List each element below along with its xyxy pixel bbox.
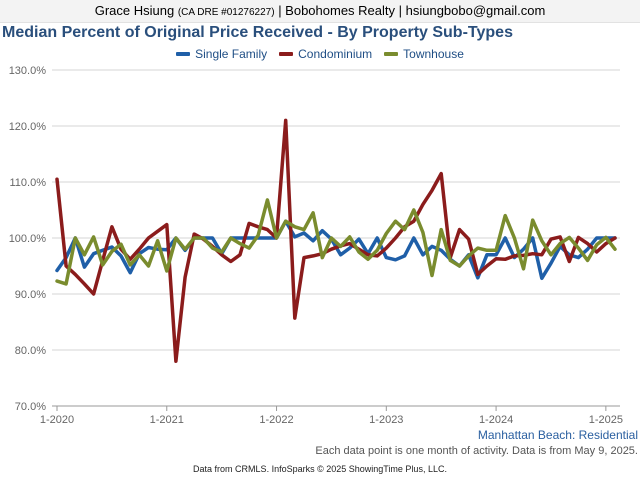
- legend-item-condominium[interactable]: Condominium: [279, 46, 372, 62]
- chart-title: Median Percent of Original Price Receive…: [2, 24, 513, 41]
- chart-legend: Single Family Condominium Townhouse: [0, 46, 640, 62]
- y-tick-label: 90.0%: [15, 289, 46, 301]
- legend-item-townhouse[interactable]: Townhouse: [384, 46, 464, 62]
- agent-contact: | Bobohomes Realty | hsiungbobo@gmail.co…: [278, 3, 546, 18]
- y-tick-label: 120.0%: [9, 121, 47, 133]
- location-label: Manhattan Beach: Residential: [477, 428, 638, 442]
- footer-credit: Data from CRMLS. InfoSparks © 2025 Showi…: [193, 464, 447, 474]
- x-tick-label: 1-2025: [589, 414, 623, 426]
- x-tick-label: 1-2020: [40, 414, 74, 426]
- agent-license: (CA DRE #01276227): [177, 7, 275, 18]
- legend-swatch-condominium: [279, 52, 294, 56]
- legend-item-single-family[interactable]: Single Family: [176, 46, 267, 62]
- legend-swatch-single-family: [176, 52, 191, 56]
- data-note: Each data point is one month of activity…: [315, 445, 638, 457]
- agent-name: Grace Hsiung: [94, 3, 175, 18]
- legend-label-single-family: Single Family: [195, 47, 268, 61]
- y-tick-label: 110.0%: [10, 177, 47, 189]
- y-tick-label: 70.0%: [15, 401, 46, 413]
- x-tick-label: 1-2021: [150, 414, 184, 426]
- legend-label-condominium: Condominium: [298, 47, 373, 61]
- y-tick-label: 80.0%: [15, 345, 46, 357]
- agent-banner: Grace Hsiung (CA DRE #01276227) | Boboho…: [0, 0, 640, 23]
- series-line-townhouse: [55, 198, 617, 286]
- legend-swatch-townhouse: [384, 52, 399, 56]
- series-line-condominium: [55, 118, 617, 363]
- y-tick-label: 100.0%: [9, 233, 47, 245]
- y-tick-label: 130.0%: [9, 65, 47, 77]
- x-tick-label: 1-2024: [479, 414, 513, 426]
- x-tick-label: 1-2023: [369, 414, 403, 426]
- legend-label-townhouse: Townhouse: [403, 47, 464, 61]
- x-tick-label: 1-2022: [259, 414, 293, 426]
